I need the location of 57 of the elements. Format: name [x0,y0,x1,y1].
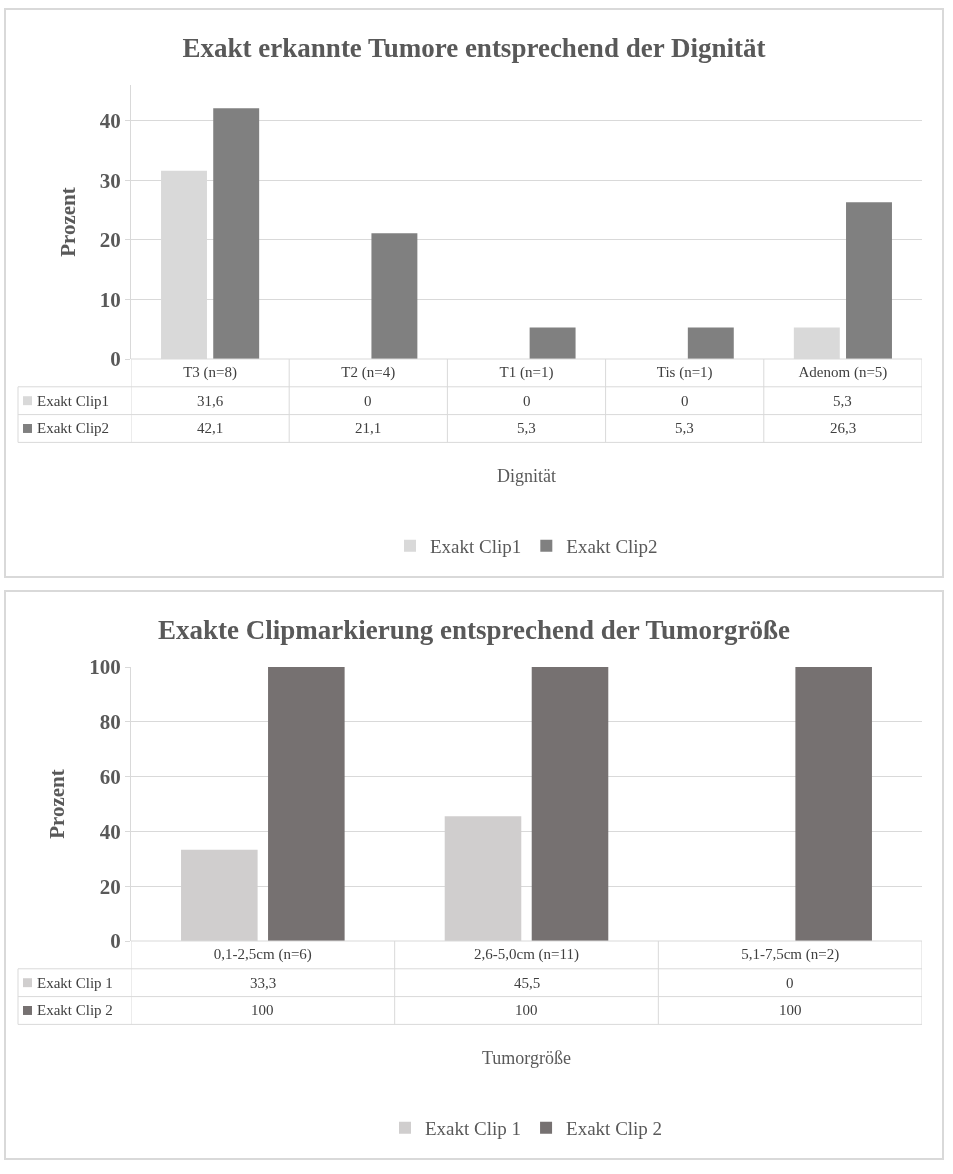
legend-label: Exakt Clip 2 [37,1002,113,1018]
bar [846,202,892,359]
x-tick-label: 0,1-2,5cm (n=6) [213,946,312,963]
bar [268,667,345,941]
y-tick-label: 40 [99,819,121,844]
data-label: 31,6 [197,393,224,409]
legend-label: Exakt Clip 1 [37,975,113,991]
bar [531,667,609,941]
data-label: 26,3 [830,420,857,436]
text: Exakt Clip 2 [566,1118,663,1140]
bar [529,327,576,359]
y-tick-label: 60 [99,764,121,789]
bar [213,108,260,359]
x-tick-label: T1 (n=1) [499,364,554,381]
y-tick-label: 80 [99,710,121,735]
data-label: 0 [364,393,372,409]
x-tick-label: T2 (n=4) [341,364,396,381]
data-label: 5,3 [675,420,694,436]
bar [687,327,734,359]
text: Exakt Clip2 [566,536,658,558]
data-label: 0 [681,393,689,409]
legend-label: Exakt Clip1 [37,393,110,409]
bar [371,233,418,359]
data-label: 0 [523,393,531,409]
data-label: 0 [786,975,794,991]
y-tick-label: 100 [89,655,121,680]
data-label: 100 [515,1002,538,1018]
x-axis-title: Dignität [497,466,556,486]
x-tick-label: 2,6-5,0cm (n=11) [474,946,579,963]
data-label: 5,3 [517,420,536,436]
legend-label: Exakt Clip2 [37,420,110,436]
x-tick-label: T3 (n=8) [183,364,238,381]
data-label: 100 [779,1002,802,1018]
data-label: 42,1 [197,420,224,436]
y-tick-label: 20 [99,874,121,899]
data-label: 5,3 [833,393,852,409]
data-label: 100 [251,1002,274,1018]
data-label: 33,3 [250,975,277,991]
chart-title: Exakt erkannte Tumore entsprechend der Dignität [182,33,766,64]
y-axis-title: Prozent [45,769,70,839]
text: Exakt Clip 1 [425,1118,522,1140]
x-tick-label: Tis (n=1) [656,364,713,381]
data-label: 21,1 [355,420,382,436]
y-tick-label: 0 [110,347,121,372]
x-axis-title: Tumorgröße [482,1048,572,1068]
text: Exakt Clip1 [430,536,522,558]
bar [795,667,872,941]
y-axis-title: Prozent [55,187,80,257]
chart-title: Exakte Clipmarkierung entsprechend der Tumorgröße [157,615,791,646]
data-label: 45,5 [514,975,541,991]
y-tick-label: 10 [99,287,121,312]
y-tick-label: 20 [99,228,121,253]
y-tick-label: 30 [99,168,121,193]
x-tick-label: 5,1-7,5cm (n=2) [741,946,840,963]
y-tick-label: 40 [99,109,121,134]
x-tick-label: Adenom (n=5) [798,364,888,381]
y-tick-label: 0 [110,929,121,954]
